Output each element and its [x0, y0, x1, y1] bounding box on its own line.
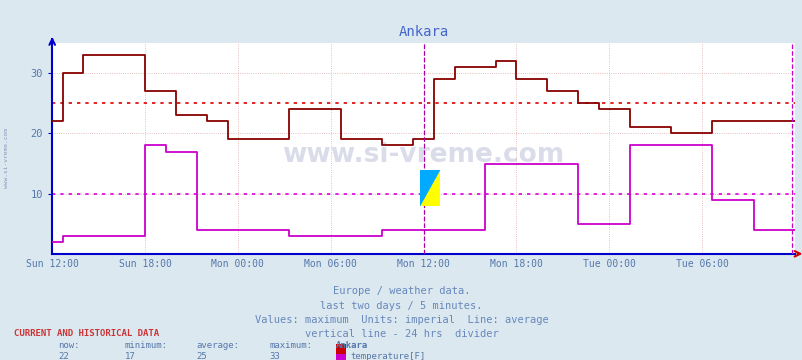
Text: last two days / 5 minutes.: last two days / 5 minutes. — [320, 301, 482, 311]
Text: vertical line - 24 hrs  divider: vertical line - 24 hrs divider — [304, 329, 498, 339]
Text: maximum:: maximum: — [269, 341, 312, 350]
Text: temperature[F]: temperature[F] — [350, 352, 425, 360]
Text: average:: average: — [196, 341, 240, 350]
Text: www.si-vreme.com: www.si-vreme.com — [4, 129, 9, 188]
Text: minimum:: minimum: — [124, 341, 168, 350]
Title: Ankara: Ankara — [398, 25, 448, 39]
Text: 25: 25 — [196, 352, 207, 360]
Text: 33: 33 — [269, 352, 279, 360]
Text: www.si-vreme.com: www.si-vreme.com — [282, 142, 564, 168]
Polygon shape — [419, 170, 439, 206]
Text: Values: maximum  Units: imperial  Line: average: Values: maximum Units: imperial Line: av… — [254, 315, 548, 325]
Text: 17: 17 — [124, 352, 135, 360]
Text: now:: now: — [58, 341, 79, 350]
Text: 22: 22 — [58, 352, 68, 360]
Text: CURRENT AND HISTORICAL DATA: CURRENT AND HISTORICAL DATA — [14, 329, 160, 338]
Text: Ankara: Ankara — [335, 341, 367, 350]
Polygon shape — [419, 170, 439, 206]
Text: Europe / weather data.: Europe / weather data. — [332, 286, 470, 296]
